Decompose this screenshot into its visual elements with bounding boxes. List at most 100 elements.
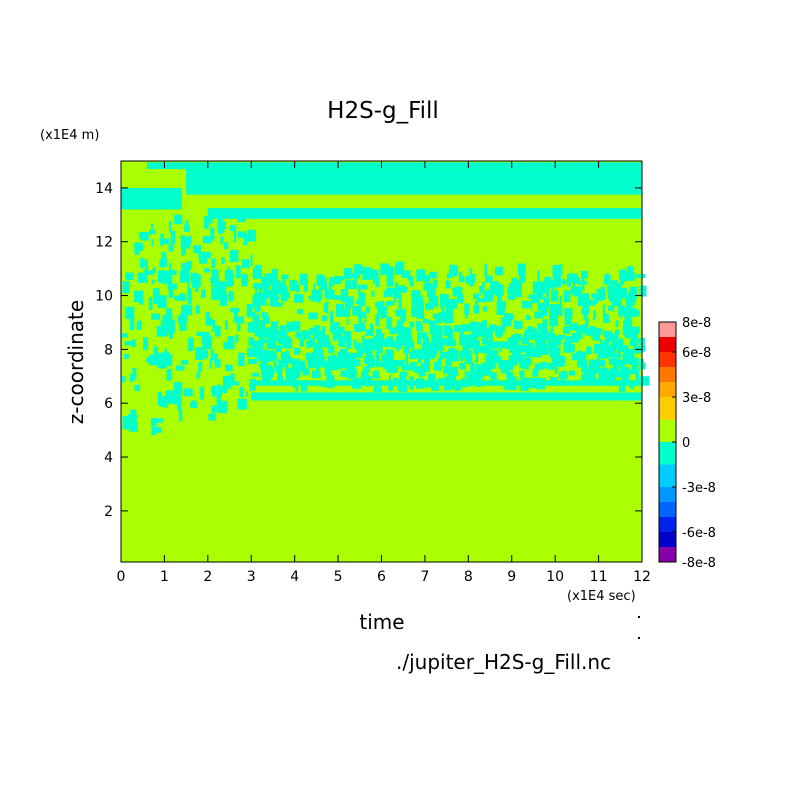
negative-patch <box>248 322 258 333</box>
negative-patch <box>308 312 318 320</box>
negative-patch <box>185 219 189 225</box>
negative-patch <box>384 353 392 361</box>
negative-patch <box>124 353 129 359</box>
negative-patch <box>525 357 532 365</box>
negative-patch <box>368 343 375 350</box>
negative-patch <box>608 358 616 365</box>
negative-patch <box>562 279 567 285</box>
negative-patch <box>235 265 241 279</box>
negative-band <box>186 169 642 195</box>
negative-patch <box>566 273 571 287</box>
negative-patch <box>337 326 345 334</box>
negative-patch <box>292 366 301 377</box>
negative-patch <box>282 341 289 349</box>
x-tick-label: 12 <box>633 569 651 585</box>
negative-patch <box>269 340 277 348</box>
negative-patch <box>582 300 590 311</box>
negative-patch <box>607 286 615 292</box>
negative-patch <box>273 302 283 307</box>
negative-patch <box>602 340 610 348</box>
negative-patch <box>635 368 639 380</box>
negative-patch <box>163 270 173 284</box>
x-tick-label: 3 <box>247 569 256 585</box>
negative-patch <box>361 312 366 317</box>
colorbar-tick-label: 0 <box>682 436 690 451</box>
negative-patch <box>261 312 268 320</box>
negative-patch <box>275 365 283 373</box>
negative-patch <box>629 381 635 389</box>
negative-patch <box>208 413 217 421</box>
negative-patch <box>483 319 487 333</box>
negative-patch <box>564 316 572 326</box>
negative-patch <box>446 367 454 374</box>
negative-patch <box>221 257 225 265</box>
colorbar-level <box>659 352 676 367</box>
negative-patch <box>348 357 356 369</box>
negative-patch <box>531 298 540 304</box>
negative-patch <box>598 373 604 382</box>
negative-patch <box>598 293 606 298</box>
negative-patch <box>494 356 502 364</box>
negative-patch <box>151 313 161 320</box>
negative-patch <box>484 332 491 340</box>
negative-patch <box>481 281 485 292</box>
negative-patch <box>435 338 444 351</box>
negative-patch <box>413 366 421 373</box>
negative-patch <box>365 306 370 314</box>
negative-patch <box>461 276 465 283</box>
negative-patch <box>626 302 633 316</box>
negative-patch <box>140 231 149 241</box>
negative-patch <box>351 379 362 389</box>
negative-patch <box>628 330 638 338</box>
negative-patch <box>551 358 559 365</box>
negative-patch <box>554 355 563 367</box>
colorbar-level <box>659 442 676 465</box>
negative-patch <box>547 340 555 348</box>
negative-patch <box>187 293 190 304</box>
negative-patch <box>160 319 163 329</box>
negative-patch <box>311 351 317 361</box>
negative-patch <box>295 331 302 339</box>
negative-patch <box>564 308 573 317</box>
negative-patch <box>460 378 469 386</box>
negative-patch <box>473 305 480 314</box>
negative-patch <box>294 294 304 303</box>
negative-patch <box>389 359 399 365</box>
negative-patch <box>181 243 185 257</box>
negative-patch <box>168 221 172 233</box>
negative-patch <box>387 266 394 277</box>
negative-patch <box>255 340 262 348</box>
negative-patch <box>374 340 381 348</box>
negative-patch <box>134 384 141 392</box>
negative-patch <box>473 340 480 347</box>
negative-patch <box>287 325 294 332</box>
negative-patch <box>286 338 293 349</box>
negative-patch <box>273 353 277 362</box>
negative-patch <box>150 417 157 426</box>
negative-patch <box>271 269 278 276</box>
negative-patch <box>557 334 565 340</box>
negative-patch <box>354 342 362 350</box>
y-tick-label: 2 <box>104 504 113 520</box>
negative-patch <box>200 386 205 400</box>
negative-patch <box>354 275 357 288</box>
negative-patch <box>464 350 473 360</box>
negative-patch <box>428 342 438 356</box>
negative-patch <box>374 385 382 393</box>
negative-patch <box>218 400 228 414</box>
y-tick-label: 12 <box>95 235 113 251</box>
negative-patch <box>511 334 518 342</box>
negative-patch <box>465 312 468 319</box>
negative-patch <box>459 351 466 358</box>
negative-patch <box>528 294 539 299</box>
negative-patch <box>537 303 546 311</box>
negative-patch <box>427 284 433 298</box>
negative-patch <box>497 292 502 304</box>
negative-patch <box>486 327 493 335</box>
negative-patch <box>619 273 627 282</box>
negative-patch <box>273 362 277 368</box>
negative-patch <box>156 325 166 337</box>
negative-patch <box>435 317 442 324</box>
colorbar-tick-label: -8e-8 <box>682 556 716 571</box>
negative-patch <box>595 328 603 335</box>
